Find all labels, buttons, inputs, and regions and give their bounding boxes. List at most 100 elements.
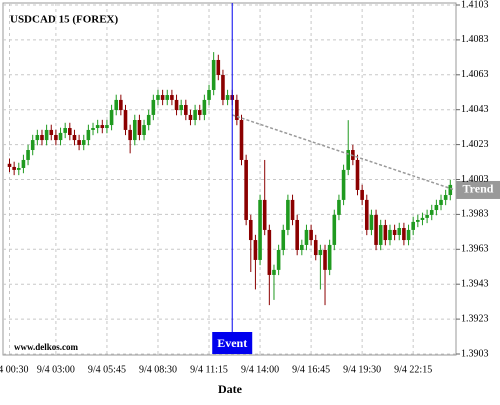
candle-body bbox=[63, 128, 67, 133]
candle-body bbox=[68, 128, 72, 136]
candle-body bbox=[281, 229, 286, 250]
x-tick-label: 9/4 08:30 bbox=[139, 364, 177, 375]
candle-body bbox=[119, 99, 123, 111]
candle-body bbox=[262, 199, 267, 230]
candle-body bbox=[77, 140, 81, 145]
candle-body bbox=[142, 125, 146, 136]
candle-body bbox=[309, 229, 313, 241]
candle-body bbox=[40, 135, 44, 141]
candle-body bbox=[374, 214, 378, 245]
candle-body bbox=[170, 95, 174, 100]
candle-body bbox=[16, 167, 21, 170]
event-label-box bbox=[212, 332, 253, 354]
x-tick-label: 9/4 05:45 bbox=[88, 364, 126, 375]
candle-body bbox=[54, 135, 58, 141]
chart-title: USDCAD 15 (FOREX) bbox=[10, 14, 119, 26]
candle-body bbox=[184, 104, 188, 115]
x-tick-label: 9/4 03:00 bbox=[37, 364, 75, 375]
grid bbox=[3, 3, 460, 355]
candle-body bbox=[109, 110, 114, 126]
y-tick-label: 1.3923 bbox=[461, 313, 489, 324]
y-tick-label: 1.4063 bbox=[461, 69, 489, 80]
candle-body bbox=[49, 129, 54, 136]
candle-body bbox=[137, 119, 142, 136]
candle-body bbox=[216, 59, 221, 75]
candle-body bbox=[397, 228, 402, 235]
candle-body bbox=[276, 249, 281, 270]
candle-body bbox=[26, 150, 30, 160]
candle-body bbox=[341, 169, 346, 200]
y-tick-label: 1.3983 bbox=[461, 209, 489, 220]
y-tick-label: 1.4043 bbox=[461, 104, 489, 115]
candle-body bbox=[313, 240, 318, 256]
candle-body bbox=[346, 150, 351, 170]
candle-body bbox=[327, 244, 332, 270]
candle-body bbox=[323, 249, 327, 270]
candle-body bbox=[318, 249, 323, 256]
candle-body bbox=[188, 114, 193, 120]
x-tick-label: 9/4 14:00 bbox=[241, 364, 279, 375]
candle-body bbox=[244, 159, 248, 220]
candle-body bbox=[105, 125, 109, 129]
candle-body bbox=[406, 229, 411, 241]
candle-body bbox=[392, 229, 397, 235]
x-tick-label: 9/4 22:15 bbox=[394, 364, 432, 375]
candle-body bbox=[300, 244, 304, 250]
candle-body bbox=[81, 140, 86, 145]
candle-body bbox=[7, 163, 12, 167]
candle-body bbox=[304, 229, 309, 245]
candle-body bbox=[383, 225, 388, 241]
candle-body bbox=[95, 125, 100, 129]
y-tick-label: 1.3943 bbox=[461, 278, 489, 289]
candle-body bbox=[364, 199, 369, 230]
candle-body bbox=[179, 104, 183, 111]
x-axis-label: Date bbox=[218, 382, 243, 396]
candle-body bbox=[286, 199, 290, 230]
y-tick-label: 1.4003 bbox=[461, 174, 489, 185]
candle-body bbox=[420, 217, 425, 220]
candle-body bbox=[72, 135, 77, 141]
candle-body bbox=[448, 184, 453, 196]
candles bbox=[7, 52, 453, 306]
candle-body bbox=[267, 229, 272, 275]
candle-body bbox=[35, 135, 40, 141]
candle-body bbox=[355, 159, 360, 190]
candle-body bbox=[202, 99, 207, 115]
candle-body bbox=[44, 129, 49, 141]
candle-body bbox=[272, 269, 276, 275]
candle-body bbox=[221, 74, 225, 100]
candle-body bbox=[12, 166, 16, 170]
candle-body bbox=[239, 119, 244, 160]
candle-body bbox=[165, 95, 170, 100]
candle-body bbox=[207, 89, 211, 100]
x-tick-label: 9/4 11:15 bbox=[190, 364, 228, 375]
candle-body bbox=[443, 195, 448, 200]
candle-body bbox=[388, 229, 392, 241]
candle-body bbox=[197, 110, 202, 115]
candle-body bbox=[411, 221, 415, 230]
y-tick-label: 1.4023 bbox=[461, 139, 489, 150]
candle-body bbox=[128, 129, 132, 141]
candle-body bbox=[100, 125, 105, 129]
plot-area bbox=[2, 2, 457, 356]
candle-body bbox=[146, 114, 151, 126]
trend-label-box bbox=[456, 180, 500, 199]
candle-body bbox=[248, 219, 253, 241]
candle-body bbox=[156, 95, 160, 100]
candle-body bbox=[369, 214, 374, 230]
candle-body bbox=[174, 99, 179, 111]
candle-body bbox=[211, 59, 216, 90]
y-tick-label: 1.4103 bbox=[461, 0, 489, 10]
candle-body bbox=[58, 132, 63, 141]
candle-body bbox=[429, 210, 434, 215]
y-tick-label: 1.3963 bbox=[461, 244, 489, 255]
candle-body bbox=[30, 140, 35, 151]
candle-body bbox=[402, 228, 406, 241]
candle-body bbox=[439, 199, 443, 205]
candle-body bbox=[416, 219, 420, 222]
candle-body bbox=[332, 214, 337, 245]
x-tick-label: 9/4 19:30 bbox=[343, 364, 381, 375]
candle-body bbox=[151, 99, 156, 115]
candle-body bbox=[337, 199, 341, 215]
